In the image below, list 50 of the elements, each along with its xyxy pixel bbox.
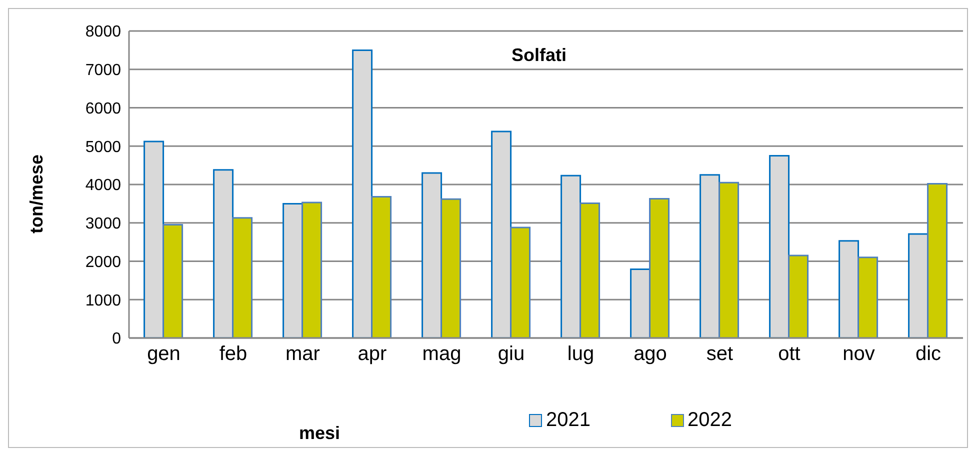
- y-tick-label: 3000: [85, 216, 122, 233]
- legend-label: 2021: [546, 409, 590, 432]
- bar: [700, 174, 720, 338]
- bar: [580, 202, 600, 338]
- bar: [788, 254, 809, 338]
- y-tick-label: 1000: [85, 292, 122, 310]
- x-tick-label: dic: [915, 343, 942, 366]
- y-tick-label: 0: [112, 330, 122, 348]
- y-tick-label: 2000: [85, 254, 122, 271]
- bar: [908, 233, 929, 338]
- bar: [302, 202, 322, 338]
- bar: [858, 256, 878, 338]
- x-axis-title: mesi: [299, 423, 340, 444]
- y-tick-label: 5000: [85, 138, 122, 156]
- bar: [630, 268, 651, 338]
- bar: [838, 240, 860, 338]
- bar: [560, 174, 582, 338]
- bar: [213, 169, 234, 338]
- bar: [162, 224, 184, 338]
- x-tick-label: ott: [778, 343, 801, 366]
- x-tick-label: giu: [498, 343, 525, 366]
- y-tick-label: 6000: [85, 100, 122, 118]
- y-tick-label: 4000: [85, 177, 122, 194]
- x-tick-label: apr: [358, 343, 388, 366]
- bar: [649, 198, 670, 338]
- bar: [232, 217, 253, 338]
- bar: [282, 202, 304, 338]
- text: Solfati: [510, 45, 568, 66]
- y-tick-label: 8000: [85, 24, 122, 41]
- bar: [422, 172, 442, 338]
- x-tick-label: lug: [567, 343, 594, 366]
- x-tick-label: set: [706, 343, 734, 366]
- bar: [144, 140, 164, 338]
- bar: [371, 196, 392, 338]
- bar: [491, 130, 512, 338]
- x-tick-label: mag: [422, 343, 462, 366]
- y-axis-title: ton/mese: [26, 154, 48, 234]
- x-tick-label: ago: [634, 343, 667, 366]
- bar: [510, 226, 531, 338]
- bar: [769, 154, 790, 338]
- y-tick-label: 7000: [85, 62, 122, 80]
- bar: [440, 198, 462, 338]
- bar: [352, 49, 373, 338]
- x-tick-label: gen: [147, 343, 180, 366]
- legend-label: 2022: [688, 409, 732, 432]
- x-tick-label: mar: [286, 343, 320, 366]
- x-tick-label: nov: [842, 343, 875, 366]
- x-tick-label: feb: [219, 343, 248, 366]
- bar: [927, 182, 948, 338]
- bar: [718, 182, 740, 338]
